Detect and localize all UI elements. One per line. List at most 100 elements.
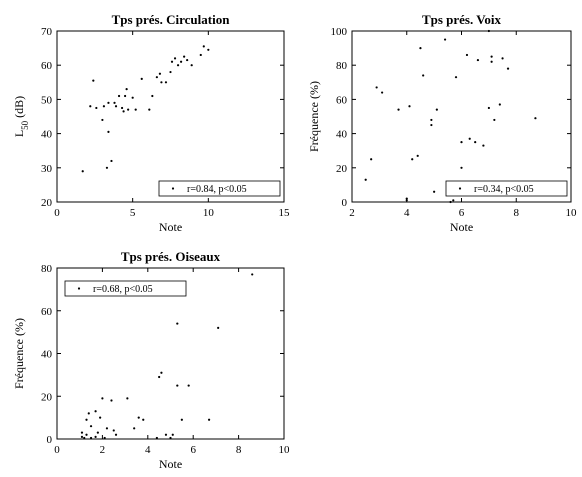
voix-legend-label: r=0.34, p<0.05 bbox=[474, 184, 534, 195]
voix-x-tick-label: 10 bbox=[566, 207, 578, 219]
circulation-data-point bbox=[114, 105, 118, 108]
oiseaux-data-point bbox=[112, 429, 115, 432]
circulation-legend-label: r=0.84, p<0.05 bbox=[187, 184, 247, 195]
oiseaux-data-point bbox=[96, 431, 99, 434]
circulation-data-point bbox=[81, 170, 84, 173]
circulation-x-axis-label: Note bbox=[159, 220, 182, 234]
oiseaux-data-point bbox=[171, 433, 174, 436]
oiseaux-data-point bbox=[101, 397, 104, 400]
oiseaux-y-tick-label: 80 bbox=[41, 263, 53, 275]
circulation-data-point bbox=[89, 105, 92, 108]
oiseaux-data-point bbox=[158, 375, 161, 379]
circulation-data-point bbox=[124, 94, 127, 98]
circulation-data-point bbox=[110, 159, 113, 163]
circulation-data-point bbox=[127, 108, 130, 111]
voix-data-point bbox=[397, 108, 400, 111]
voix-x-axis-label: Note bbox=[450, 220, 473, 234]
oiseaux-data-point bbox=[207, 418, 211, 421]
circulation-data-point bbox=[183, 55, 186, 58]
voix-data-point bbox=[422, 74, 425, 77]
voix-y-tick-label: 40 bbox=[336, 129, 348, 141]
voix-data-point bbox=[430, 123, 433, 127]
voix-data-point bbox=[405, 199, 408, 202]
voix-data-point bbox=[419, 47, 422, 50]
voix-data-point bbox=[364, 178, 367, 181]
voix-data-point bbox=[416, 154, 419, 157]
circulation-y-axis-label: L50 (dB) bbox=[12, 96, 30, 137]
circulation-data-point bbox=[176, 64, 180, 67]
circulation-data-point bbox=[117, 94, 121, 98]
oiseaux-y-axis-label: Fréquence (%) bbox=[12, 318, 26, 389]
oiseaux-y-tick-label: 40 bbox=[41, 349, 53, 361]
oiseaux-data-point bbox=[142, 418, 145, 421]
oiseaux-y-tick-label: 20 bbox=[41, 391, 53, 403]
circulation-y-tick-label: 30 bbox=[41, 163, 53, 175]
voix-data-point bbox=[454, 76, 458, 79]
voix-y-tick-label: 60 bbox=[336, 94, 348, 106]
voix-y-tick-label: 0 bbox=[342, 197, 348, 209]
circulation-y-tick-label: 50 bbox=[41, 94, 53, 106]
voix-data-point bbox=[490, 60, 493, 63]
oiseaux-data-point bbox=[126, 397, 129, 400]
voix-data-point bbox=[411, 158, 414, 161]
oiseaux-x-tick-label: 4 bbox=[145, 444, 151, 456]
circulation-title: Tps prés. Circulation bbox=[112, 12, 231, 27]
circulation-data-point bbox=[125, 88, 128, 91]
voix-data-point bbox=[435, 108, 438, 111]
circulation-x-tick-label: 10 bbox=[203, 207, 215, 219]
voix-data-point bbox=[460, 141, 463, 144]
oiseaux-data-point bbox=[94, 435, 97, 438]
oiseaux-data-point bbox=[160, 371, 163, 374]
voix-data-point bbox=[487, 29, 490, 33]
circulation-data-point bbox=[207, 48, 210, 51]
oiseaux-data-point bbox=[169, 436, 172, 440]
oiseaux-data-point bbox=[251, 273, 254, 276]
circulation-plot-frame bbox=[56, 30, 285, 203]
voix-x-tick-label: 2 bbox=[349, 207, 355, 219]
voix-data-point bbox=[498, 103, 501, 106]
circulation-legend-marker bbox=[171, 187, 175, 190]
voix-data-point bbox=[506, 67, 510, 70]
circulation-data-point bbox=[134, 108, 137, 111]
circulation-x-tick-label: 0 bbox=[54, 207, 60, 219]
oiseaux-x-axis-label: Note bbox=[159, 457, 182, 471]
circulation-data-point bbox=[95, 106, 98, 110]
voix-x-tick-label: 6 bbox=[459, 207, 465, 219]
circulation-y-tick-label: 20 bbox=[41, 197, 53, 209]
voix-y-axis-label: Fréquence (%) bbox=[307, 81, 321, 152]
voix-data-point bbox=[370, 158, 373, 161]
oiseaux-data-point bbox=[176, 384, 179, 387]
oiseaux-data-point bbox=[87, 412, 90, 415]
voix-data-point bbox=[490, 55, 493, 58]
circulation-data-point bbox=[140, 77, 143, 80]
circulation-x-tick-label: 5 bbox=[130, 207, 136, 219]
voix-title: Tps prés. Voix bbox=[422, 12, 502, 27]
oiseaux-data-point bbox=[217, 326, 220, 329]
oiseaux-data-point bbox=[80, 435, 84, 438]
circulation-data-point bbox=[170, 60, 174, 63]
oiseaux-data-point bbox=[180, 418, 183, 421]
oiseaux-data-point bbox=[85, 433, 88, 436]
oiseaux-data-point bbox=[105, 427, 109, 430]
oiseaux-data-point bbox=[137, 416, 140, 419]
oiseaux-data-point bbox=[89, 425, 93, 428]
oiseaux-data-point bbox=[164, 433, 168, 436]
circulation-data-point bbox=[190, 64, 193, 67]
circulation-data-point bbox=[105, 166, 109, 169]
circulation-y-tick-label: 70 bbox=[41, 26, 53, 38]
circulation-data-point bbox=[199, 53, 202, 57]
oiseaux-data-point bbox=[187, 384, 190, 387]
panel-oiseaux: Tps prés. Oiseaux 0 2 4 6 8 10 0 20 40 60 80 Note Fré… bbox=[12, 249, 290, 471]
oiseaux-data-point bbox=[85, 418, 88, 421]
voix-data-point bbox=[449, 200, 452, 204]
voix-data-point bbox=[501, 57, 504, 60]
oiseaux-data-point bbox=[114, 433, 118, 436]
voix-y-tick-label: 80 bbox=[336, 60, 348, 72]
voix-data-point bbox=[381, 91, 384, 94]
circulation-legend-box bbox=[158, 180, 281, 197]
oiseaux-y-tick-label: 60 bbox=[41, 306, 53, 318]
oiseaux-data-point bbox=[103, 436, 106, 440]
circulation-data-point bbox=[173, 57, 177, 60]
voix-data-point bbox=[468, 137, 471, 140]
